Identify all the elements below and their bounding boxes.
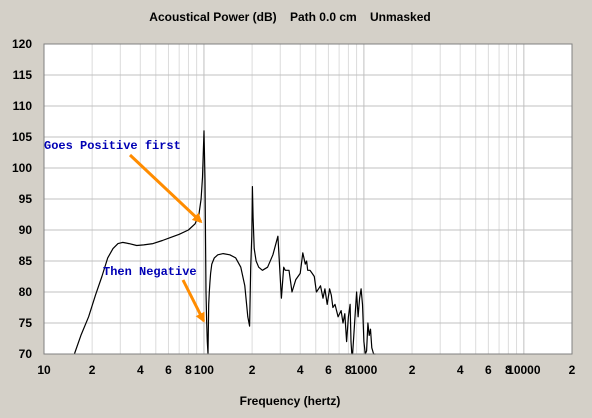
x-tick-label: 2: [569, 363, 576, 377]
y-tick-label: 105: [12, 130, 32, 144]
x-tick-label: 8: [185, 363, 192, 377]
y-tick-label: 70: [19, 347, 33, 361]
annotation-label: Then Negative: [103, 265, 197, 279]
chart-title: Acoustical Power (dB) Path 0.0 cm Unmask…: [149, 10, 430, 24]
y-tick-label: 75: [19, 316, 33, 330]
x-tick-label: 100: [194, 363, 214, 377]
y-tick-label: 95: [19, 192, 33, 206]
y-tick-label: 80: [19, 285, 33, 299]
x-tick-label: 4: [457, 363, 464, 377]
annotation-label: Goes Positive first: [44, 139, 181, 153]
x-tick-label: 2: [89, 363, 96, 377]
plot-border: [43, 43, 573, 355]
y-tick-label: 120: [12, 37, 32, 51]
x-tick-label: 10: [37, 363, 51, 377]
x-tick-label: 6: [165, 363, 172, 377]
x-tick-label: 6: [485, 363, 492, 377]
y-tick-label: 85: [19, 254, 33, 268]
y-tick-labels: 70 75 80 85 90 95 100 105 110 115 120: [12, 37, 32, 361]
y-tick-label: 110: [13, 99, 33, 113]
x-tick-label: 4: [297, 363, 304, 377]
annotation-arrow: [181, 279, 206, 323]
x-tick-label: 10000: [507, 363, 541, 377]
y-tick-label: 90: [19, 223, 33, 237]
x-tick-label: 1000: [351, 363, 378, 377]
y-tick-label: 115: [13, 68, 33, 82]
x-tick-label: 8: [505, 363, 512, 377]
x-tick-label: 4: [137, 363, 144, 377]
x-tick-label: 2: [249, 363, 256, 377]
x-tick-label: 6: [325, 363, 332, 377]
annotations: Goes Positive first Then Negative: [44, 139, 206, 323]
x-tick-label: 2: [409, 363, 416, 377]
y-tick-label: 100: [12, 161, 32, 175]
annotation-arrow: [128, 153, 203, 224]
x-axis-label: Frequency (hertz): [240, 394, 341, 408]
x-tick-label: 8: [345, 363, 352, 377]
